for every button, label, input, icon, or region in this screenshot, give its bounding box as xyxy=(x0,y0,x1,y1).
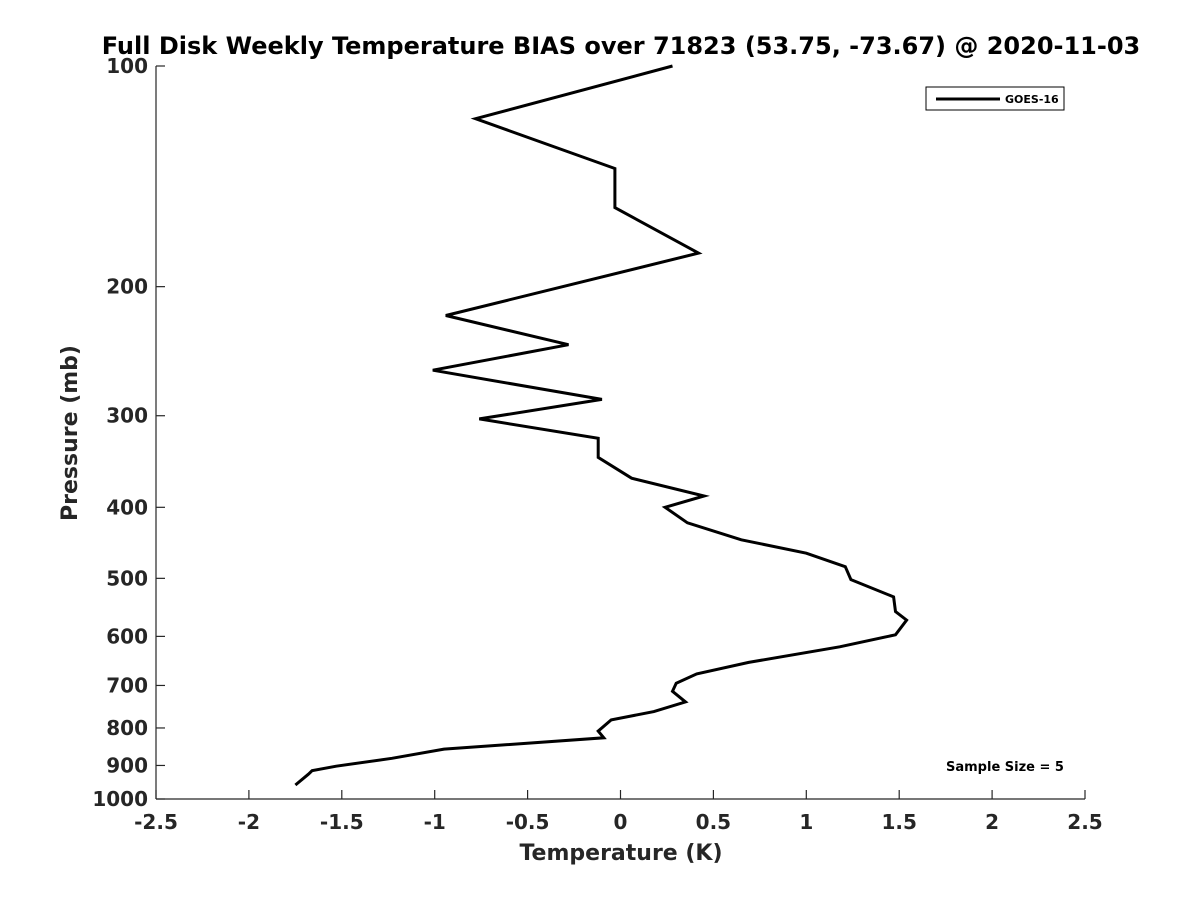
y-tick-label: 500 xyxy=(106,566,148,590)
y-tick-label: 100 xyxy=(106,54,148,78)
y-tick-label: 600 xyxy=(106,624,148,648)
legend: GOES-16 xyxy=(925,86,1065,111)
x-axis-label: Temperature (K) xyxy=(519,841,722,866)
y-tick-label: 300 xyxy=(106,404,148,428)
x-tick-label: -0.5 xyxy=(506,810,550,834)
x-tick-label: 1 xyxy=(799,810,813,834)
legend-label: GOES-16 xyxy=(1005,93,1059,106)
x-tick-label: -1.5 xyxy=(320,810,364,834)
x-tick-label: -2 xyxy=(238,810,260,834)
y-tick-label: 700 xyxy=(106,673,148,697)
x-tick-label: 1.5 xyxy=(881,810,916,834)
y-tick-label: 200 xyxy=(106,275,148,299)
sample-size-annotation: Sample Size = 5 xyxy=(946,760,1064,775)
x-tick-label: 0.5 xyxy=(696,810,731,834)
x-tick-label: 2.5 xyxy=(1067,810,1102,834)
chart-title: Full Disk Weekly Temperature BIAS over 7… xyxy=(102,32,1141,60)
series-line-goes-16 xyxy=(294,64,909,787)
y-tick-label: 900 xyxy=(106,753,148,777)
y-tick-label: 400 xyxy=(106,495,148,519)
x-axis-ticks: -2.5 -2 -1.5 -1 -0.5 0 0.5 1 1.5 2 2.5 xyxy=(134,790,1103,834)
x-tick-label: 0 xyxy=(614,810,628,834)
y-axis-label: Pressure (mb) xyxy=(58,345,83,521)
x-tick-label: -2.5 xyxy=(134,810,178,834)
y-tick-label: 1000 xyxy=(92,787,148,811)
x-tick-label: -1 xyxy=(424,810,446,834)
y-tick-label: 800 xyxy=(106,716,148,740)
axes xyxy=(155,66,1085,800)
x-tick-label: 2 xyxy=(985,810,999,834)
y-axis-ticks: 100 200 300 400 500 600 700 800 900 1000 xyxy=(92,54,165,811)
